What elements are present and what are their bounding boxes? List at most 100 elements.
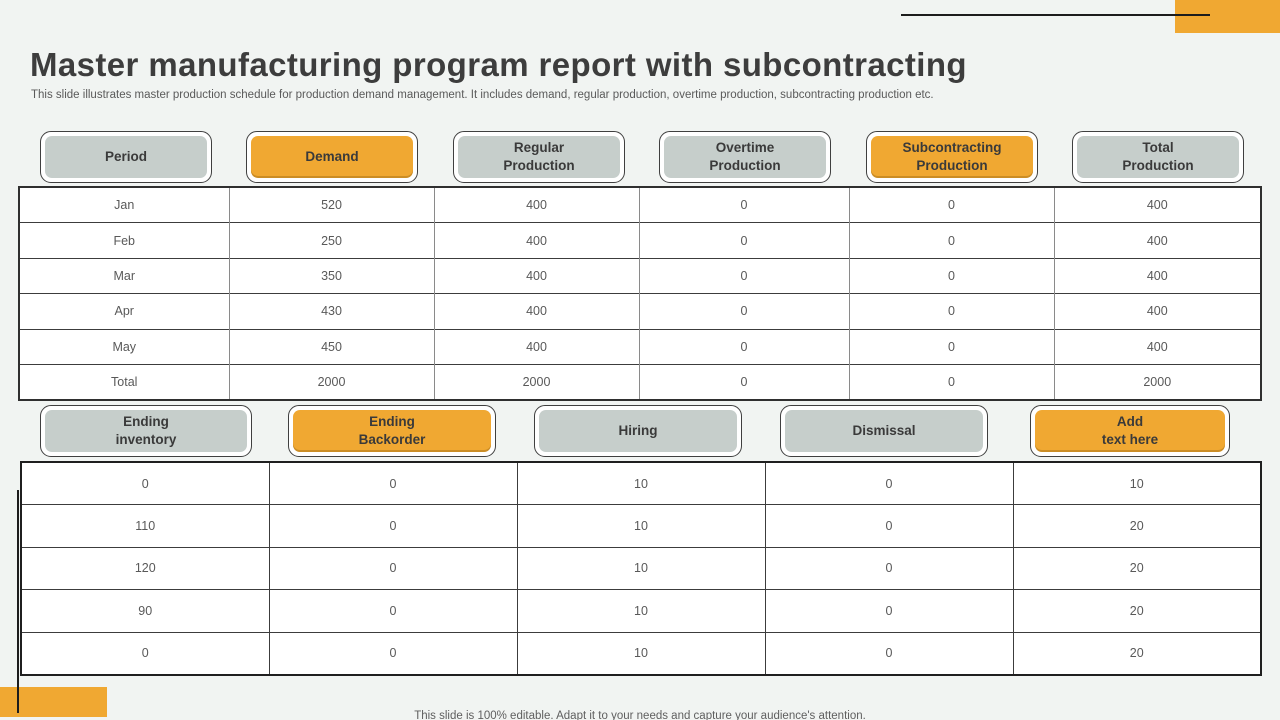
header-pill-subcontracting-production-label: Subcontracting Production xyxy=(871,136,1033,178)
table-cell: 0 xyxy=(764,504,1013,548)
table-row: 120 0 10 0 20 xyxy=(20,546,1261,590)
table-cell: 0 xyxy=(20,631,269,675)
header-pill-ending-backorder-label: Ending Backorder xyxy=(293,410,491,452)
table-row: Apr 430 400 0 0 400 xyxy=(18,293,1261,330)
table-row: 0 0 10 0 10 xyxy=(20,461,1261,505)
left-vertical-line xyxy=(17,490,19,713)
table-cell: 10 xyxy=(516,631,765,675)
table-cell: 110 xyxy=(20,504,269,548)
table-cell: 10 xyxy=(516,461,765,505)
table-row: Jan 520 400 0 0 400 xyxy=(18,186,1261,223)
table-cell: 10 xyxy=(516,504,765,548)
table-row: Feb 250 400 0 0 400 xyxy=(18,222,1261,259)
editable-note: This slide is 100% editable. Adapt it to… xyxy=(414,709,866,720)
table-cell: 400 xyxy=(1053,328,1261,365)
table-cell: 0 xyxy=(20,461,269,505)
table-cell: 0 xyxy=(848,363,1054,401)
table-cell: 90 xyxy=(20,589,269,633)
table-cell: May xyxy=(18,328,229,365)
header-pill-overtime-production-label: Overtime Production xyxy=(664,136,826,178)
header-pill-regular-production: Regular Production xyxy=(453,131,625,183)
header-pill-dismissal: Dismissal xyxy=(780,405,988,457)
table-cell: 0 xyxy=(848,257,1054,294)
top-divider-line xyxy=(901,14,1210,16)
table-cell: 400 xyxy=(433,328,639,365)
header-pill-demand: Demand xyxy=(246,131,418,183)
table-cell: 0 xyxy=(764,589,1013,633)
schedule-table: Jan 520 400 0 0 400 Feb 250 400 0 0 400 … xyxy=(18,186,1262,402)
table-row: Mar 350 400 0 0 400 xyxy=(18,257,1261,294)
table-cell: Total xyxy=(18,363,229,401)
header-pill-demand-label: Demand xyxy=(251,136,413,178)
table-cell: 400 xyxy=(1053,257,1261,294)
header-pill-total-production: Total Production xyxy=(1072,131,1244,183)
header-pill-total-production-label: Total Production xyxy=(1077,136,1239,178)
table-row: 0 0 10 0 20 xyxy=(20,631,1261,675)
table-cell: 0 xyxy=(848,328,1054,365)
table-cell: 400 xyxy=(1053,293,1261,330)
table-cell: 400 xyxy=(1053,186,1261,223)
table-cell: 20 xyxy=(1012,546,1261,590)
header-pill-add-text-here: Add text here xyxy=(1030,405,1230,457)
table-cell: 0 xyxy=(268,546,517,590)
header-pill-hiring: Hiring xyxy=(534,405,742,457)
table-cell: 10 xyxy=(1012,461,1261,505)
table-cell: Feb xyxy=(18,222,229,259)
table-cell: 20 xyxy=(1012,589,1261,633)
table-cell: 430 xyxy=(228,293,434,330)
page-title: Master manufacturing program report with… xyxy=(30,46,967,84)
table-row: May 450 400 0 0 400 xyxy=(18,328,1261,365)
table-cell: 2000 xyxy=(433,363,639,401)
header-pill-ending-inventory: Ending inventory xyxy=(40,405,252,457)
header-pill-ending-inventory-label: Ending inventory xyxy=(45,410,247,452)
table-row: 90 0 10 0 20 xyxy=(20,589,1261,633)
table-cell: Mar xyxy=(18,257,229,294)
header-pill-regular-production-label: Regular Production xyxy=(458,136,620,178)
table-cell: 400 xyxy=(433,257,639,294)
table-cell: 0 xyxy=(268,504,517,548)
table-row: 110 0 10 0 20 xyxy=(20,504,1261,548)
table-cell: 120 xyxy=(20,546,269,590)
table-cell: 0 xyxy=(764,631,1013,675)
header-pill-add-text-here-label: Add text here xyxy=(1035,410,1225,452)
table-cell: 400 xyxy=(433,293,639,330)
table-cell: 20 xyxy=(1012,504,1261,548)
table-cell: 2000 xyxy=(1053,363,1261,401)
header-pill-period-label: Period xyxy=(45,136,207,178)
table-cell: 0 xyxy=(638,293,849,330)
table-cell: 250 xyxy=(228,222,434,259)
header-pill-hiring-label: Hiring xyxy=(539,410,737,452)
header-pill-ending-backorder: Ending Backorder xyxy=(288,405,496,457)
table-cell: Jan xyxy=(18,186,229,223)
table-cell: 0 xyxy=(848,186,1054,223)
table-cell: 400 xyxy=(433,222,639,259)
table-cell: 0 xyxy=(268,461,517,505)
table-cell: 0 xyxy=(764,461,1013,505)
table-cell: 0 xyxy=(638,328,849,365)
table-cell: 0 xyxy=(268,589,517,633)
table-cell: 20 xyxy=(1012,631,1261,675)
table-cell: 0 xyxy=(848,293,1054,330)
header-pill-period: Period xyxy=(40,131,212,183)
table-cell: 350 xyxy=(228,257,434,294)
header-pill-subcontracting-production: Subcontracting Production xyxy=(866,131,1038,183)
table-cell: 0 xyxy=(638,257,849,294)
table-row-total: Total 2000 2000 0 0 2000 xyxy=(18,363,1261,401)
planning-table: 0 0 10 0 10 110 0 10 0 20 120 0 10 0 20 xyxy=(20,461,1262,676)
table-cell: 400 xyxy=(433,186,639,223)
table-cell: 450 xyxy=(228,328,434,365)
table-cell: Apr xyxy=(18,293,229,330)
table-cell: 520 xyxy=(228,186,434,223)
top-right-accent-bar xyxy=(1175,0,1280,33)
table-cell: 0 xyxy=(848,222,1054,259)
table-cell: 0 xyxy=(638,222,849,259)
table-cell: 400 xyxy=(1053,222,1261,259)
header-pill-overtime-production: Overtime Production xyxy=(659,131,831,183)
table-cell: 2000 xyxy=(228,363,434,401)
table-cell: 10 xyxy=(516,589,765,633)
table-cell: 0 xyxy=(764,546,1013,590)
table-cell: 0 xyxy=(638,186,849,223)
page-subtitle: This slide illustrates master production… xyxy=(31,88,934,101)
header-pill-dismissal-label: Dismissal xyxy=(785,410,983,452)
